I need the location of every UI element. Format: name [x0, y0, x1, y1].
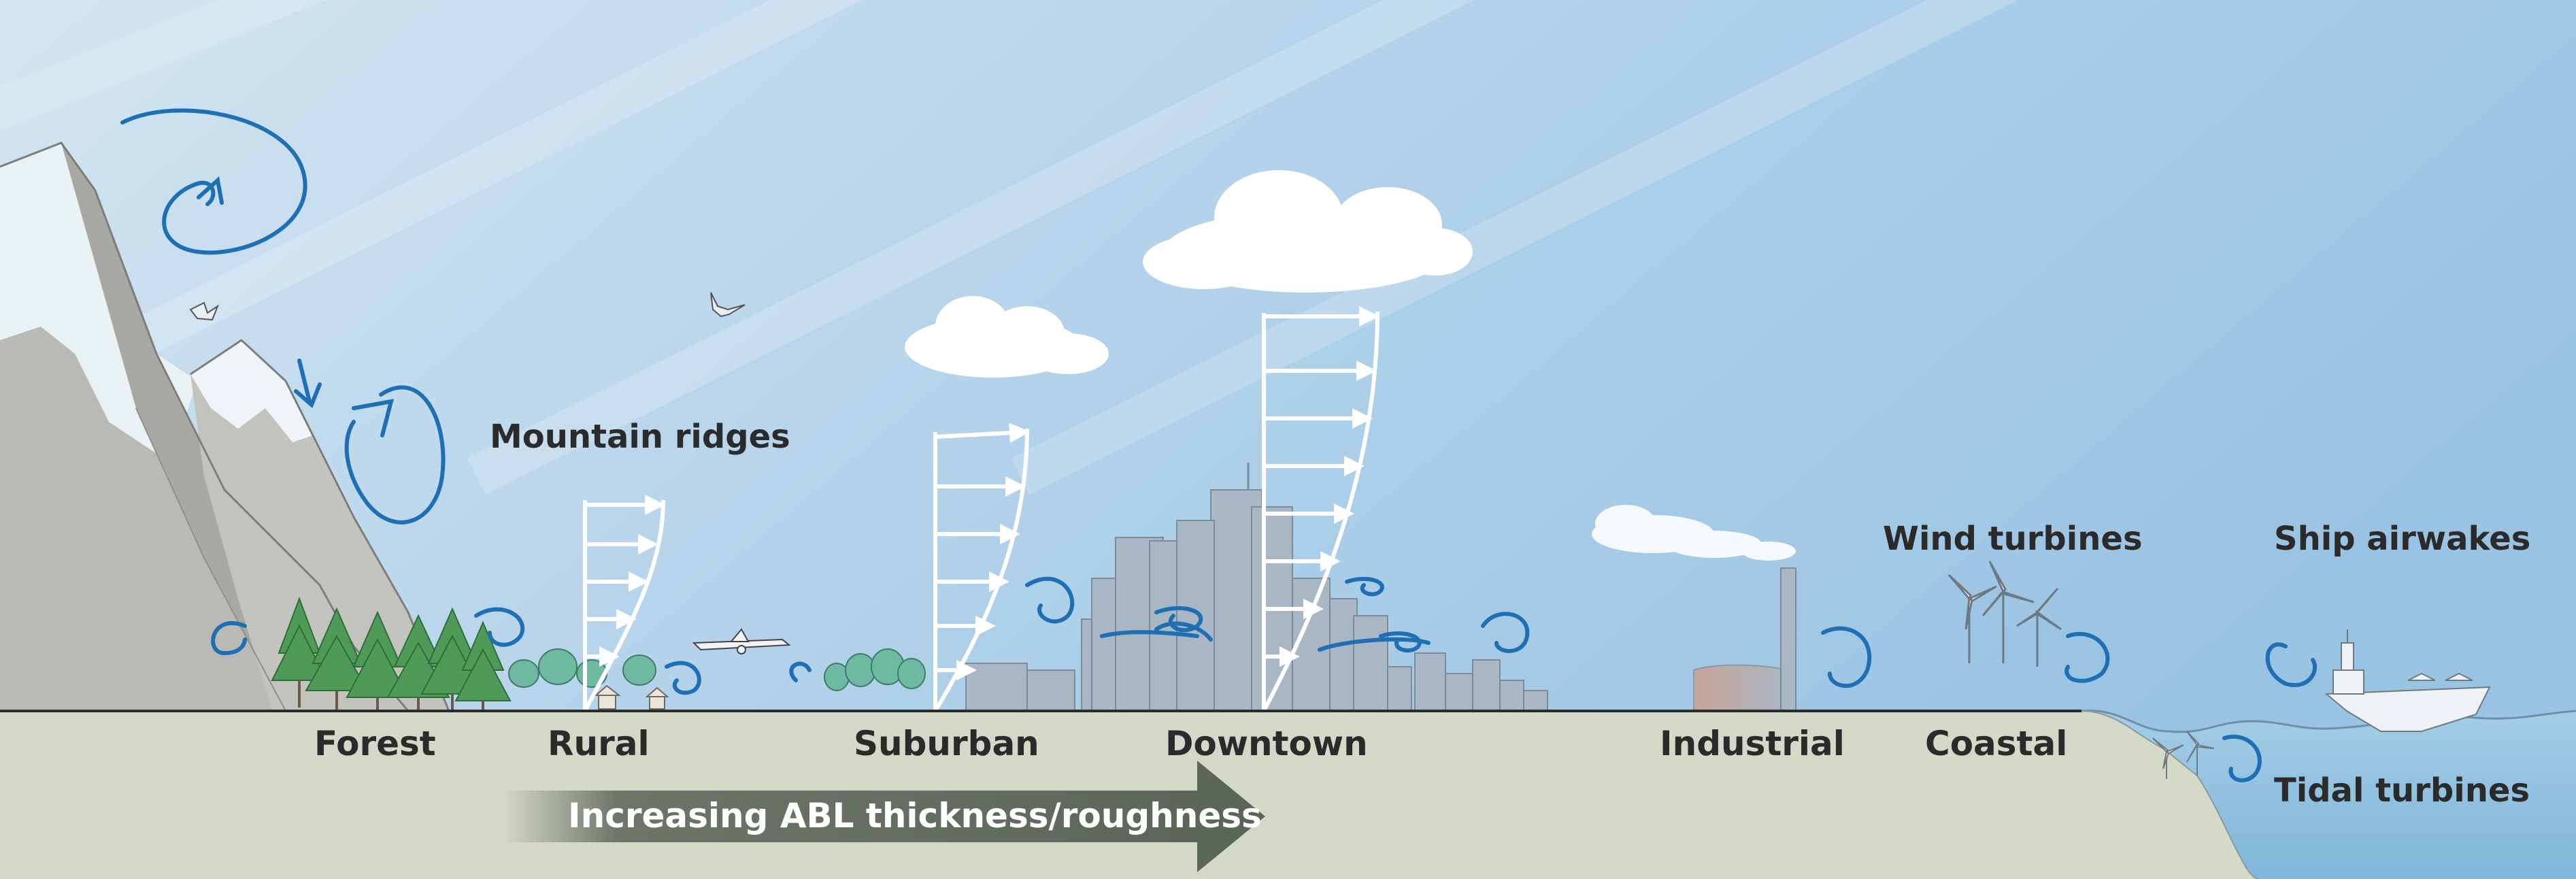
- water-surface: [2081, 710, 2576, 733]
- wind-turbine-icon: [1947, 561, 2062, 667]
- cloud: [1143, 170, 1473, 293]
- label-rural: Rural: [548, 724, 650, 763]
- airplane-icon: [692, 628, 791, 654]
- cloud: [905, 296, 1109, 378]
- label-wind-turbines: Wind turbines: [1883, 520, 2143, 558]
- wind-profile-downtown: [1262, 306, 1379, 712]
- vortex-icons: [120, 108, 2318, 782]
- label-forest: Forest: [314, 724, 436, 763]
- label-ship-airwakes: Ship airwakes: [2274, 520, 2530, 558]
- trend-arrow-label: Increasing ABL thickness/roughness: [568, 796, 1262, 835]
- rural-trees: [508, 648, 656, 688]
- trend-arrow: [503, 761, 1265, 872]
- ship-icon: [2324, 629, 2491, 732]
- label-mountain-ridges: Mountain ridges: [490, 418, 790, 456]
- suburban-trees: [824, 648, 926, 691]
- forest-trees: [271, 597, 512, 701]
- label-tidal-turbines: Tidal turbines: [2274, 772, 2530, 810]
- label-suburban: Suburban: [854, 724, 1039, 763]
- industrial-plant: [1693, 567, 1796, 712]
- smoke-cloud: [1592, 505, 1796, 561]
- label-coastal: Coastal: [1925, 724, 2067, 763]
- bird-icon: [189, 292, 746, 321]
- water: [2081, 710, 2576, 879]
- mountains: [0, 142, 450, 712]
- coast-line: [2081, 710, 2259, 879]
- wind-profile-rural: [583, 495, 665, 712]
- sky-rays: [0, 0, 2019, 495]
- wind-profile-suburban: [933, 422, 1030, 712]
- label-downtown: Downtown: [1165, 724, 1368, 763]
- tidal-turbine-icon: [2152, 731, 2215, 779]
- forest-trunks: [298, 680, 484, 711]
- rural-houses: [594, 684, 669, 710]
- label-industrial: Industrial: [1660, 724, 1845, 763]
